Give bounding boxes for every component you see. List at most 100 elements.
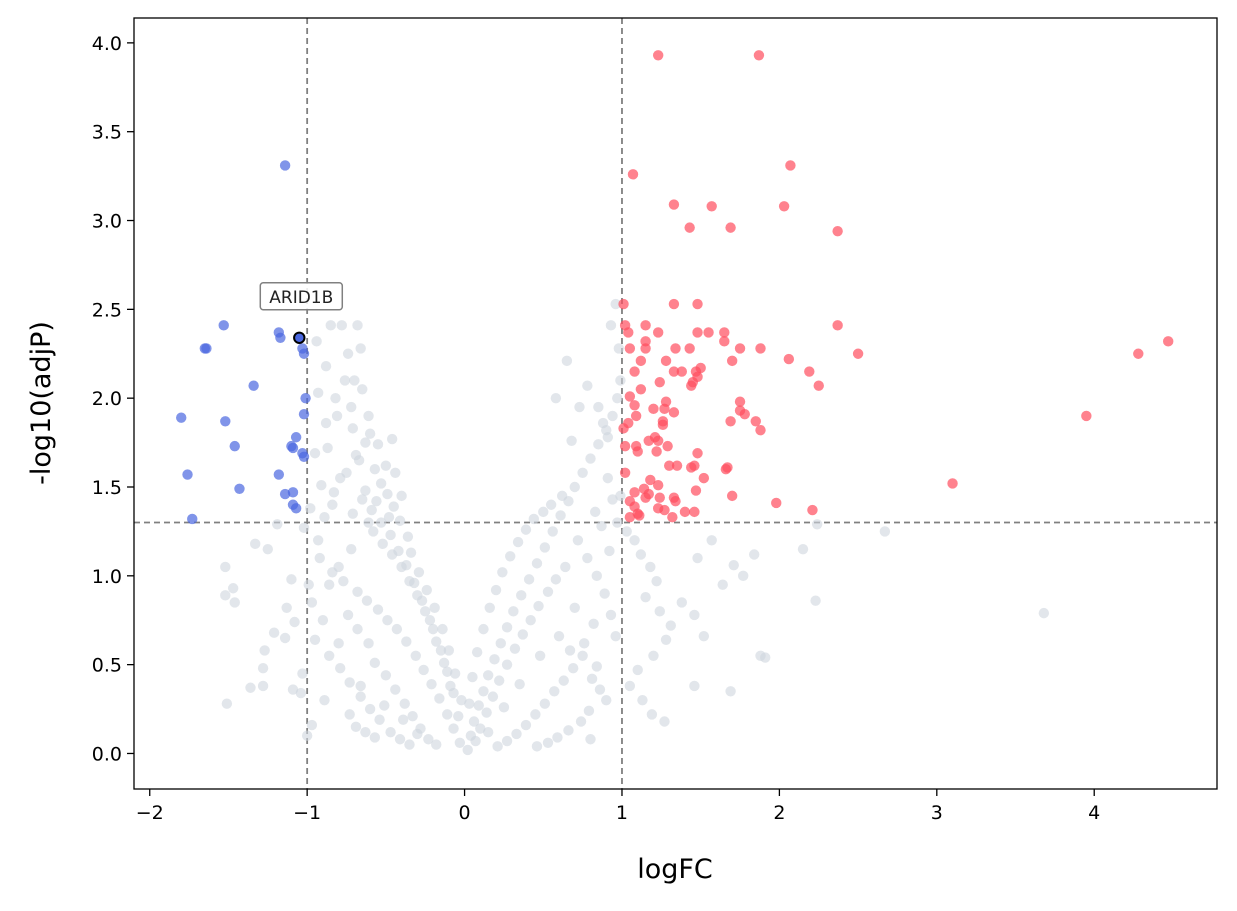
data-point: [355, 691, 366, 702]
data-point: [227, 583, 239, 594]
data-point: [810, 595, 821, 606]
data-point: [388, 501, 399, 512]
data-point: [218, 320, 229, 331]
data-point: [607, 410, 618, 422]
data-point: [739, 408, 750, 420]
data-point: [670, 343, 681, 354]
data-point: [659, 504, 670, 516]
data-point: [262, 543, 274, 555]
data-point: [572, 535, 584, 546]
data-point: [366, 504, 377, 516]
data-point: [445, 680, 456, 692]
data-point: [363, 638, 374, 649]
data-point: [533, 600, 544, 612]
data-point: [640, 320, 651, 331]
annotation: ARID1B: [259, 282, 344, 344]
data-point: [509, 643, 521, 654]
data-point: [734, 343, 746, 354]
data-point: [323, 650, 335, 661]
data-point: [352, 623, 363, 635]
data-point: [755, 343, 766, 354]
x-tick-label: 3: [931, 802, 943, 824]
data-point: [423, 734, 434, 745]
data-point: [545, 499, 557, 510]
data-point: [698, 631, 710, 642]
data-point: [484, 602, 495, 613]
data-point: [434, 693, 445, 704]
data-point: [582, 552, 593, 564]
data-point: [607, 494, 618, 505]
data-point: [497, 567, 508, 578]
data-point: [300, 392, 311, 404]
data-point: [601, 694, 612, 706]
data-point: [287, 684, 299, 695]
data-point: [339, 375, 351, 386]
data-point: [397, 714, 409, 725]
data-point: [652, 50, 664, 61]
data-point: [281, 602, 292, 613]
data-point: [336, 320, 347, 331]
data-point: [1163, 336, 1174, 347]
data-point: [706, 201, 717, 212]
data-point: [621, 526, 632, 537]
data-point: [369, 657, 381, 669]
data-point: [637, 694, 648, 706]
data-point: [539, 698, 551, 709]
data-point: [259, 645, 270, 656]
data-point: [553, 631, 565, 642]
data-point: [475, 723, 486, 734]
data-point: [618, 423, 629, 434]
data-point: [319, 511, 330, 523]
data-point: [298, 348, 310, 359]
data-point: [593, 439, 604, 450]
data-point: [634, 510, 645, 521]
data-point: [391, 623, 403, 635]
x-tick-label: 2: [773, 802, 785, 824]
data-point: [295, 687, 307, 699]
data-point: [420, 606, 431, 617]
data-point: [528, 513, 540, 525]
data-point: [317, 615, 329, 626]
data-point: [690, 485, 702, 496]
data-point: [610, 298, 621, 310]
data-point: [305, 503, 316, 514]
data-point: [550, 574, 562, 585]
y-tick-label: 3.5: [92, 122, 122, 144]
data-point: [624, 511, 636, 523]
data-point: [478, 623, 489, 635]
data-point: [778, 201, 790, 212]
data-point: [401, 559, 412, 571]
data-point: [703, 327, 714, 338]
data-point: [402, 531, 414, 542]
points-up: [618, 50, 1174, 523]
data-point: [689, 680, 700, 692]
data-point: [405, 547, 417, 558]
data-point: [443, 645, 455, 656]
data-point: [719, 327, 730, 338]
data-point: [368, 526, 379, 537]
data-point: [520, 719, 532, 731]
data-point: [692, 327, 703, 338]
annotation-box: [259, 282, 344, 311]
data-point: [407, 710, 418, 722]
data-point: [505, 551, 516, 562]
data-point: [676, 597, 687, 608]
data-point: [498, 702, 510, 713]
data-point: [360, 485, 371, 496]
data-point: [427, 623, 439, 635]
data-point: [618, 298, 629, 310]
data-point: [501, 735, 513, 747]
data-point: [369, 732, 381, 743]
data-point: [610, 631, 621, 642]
data-point: [722, 462, 733, 473]
data-point: [383, 511, 395, 523]
data-point: [523, 574, 535, 585]
annotation-label: ARID1B: [269, 288, 333, 308]
data-point: [394, 734, 406, 745]
data-point: [563, 725, 574, 736]
data-point: [646, 709, 658, 720]
data-point: [665, 620, 676, 631]
data-point: [306, 597, 318, 608]
data-point: [947, 478, 958, 489]
